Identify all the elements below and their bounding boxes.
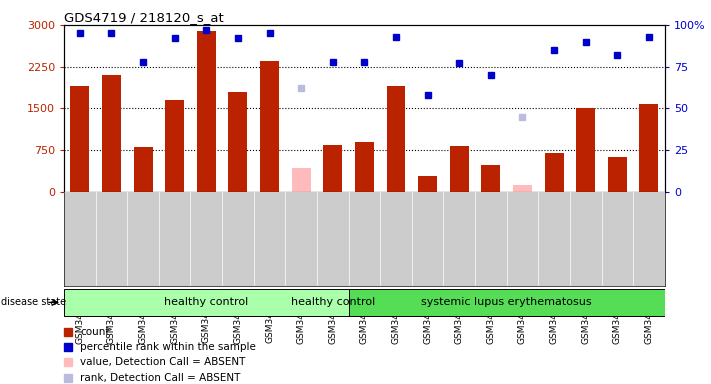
Text: GDS4719 / 218120_s_at: GDS4719 / 218120_s_at [64, 11, 224, 24]
Text: disease state: disease state [1, 297, 66, 308]
Bar [228, 92, 247, 192]
Bar [545, 153, 564, 192]
Bar [324, 145, 342, 192]
Text: count: count [80, 327, 109, 337]
Text: rank, Detection Call = ABSENT: rank, Detection Call = ABSENT [80, 372, 240, 383]
Bar [165, 100, 184, 192]
Bar [481, 165, 501, 192]
Bar [639, 104, 658, 192]
Text: systemic lupus erythematosus: systemic lupus erythematosus [422, 297, 592, 308]
Bar [134, 147, 153, 192]
Bar [418, 176, 437, 192]
Bar [102, 75, 121, 192]
Bar [576, 109, 595, 192]
Bar [292, 168, 311, 192]
FancyBboxPatch shape [348, 289, 665, 316]
Bar [260, 61, 279, 192]
Bar [387, 86, 405, 192]
FancyBboxPatch shape [64, 289, 348, 316]
Text: healthy control: healthy control [291, 297, 375, 308]
Text: healthy control: healthy control [164, 297, 248, 308]
Bar [450, 146, 469, 192]
Text: value, Detection Call = ABSENT: value, Detection Call = ABSENT [80, 358, 245, 367]
Text: percentile rank within the sample: percentile rank within the sample [80, 342, 256, 352]
Bar [513, 185, 532, 192]
Bar [197, 31, 215, 192]
Bar [355, 142, 374, 192]
Bar [70, 86, 90, 192]
Bar [608, 157, 627, 192]
